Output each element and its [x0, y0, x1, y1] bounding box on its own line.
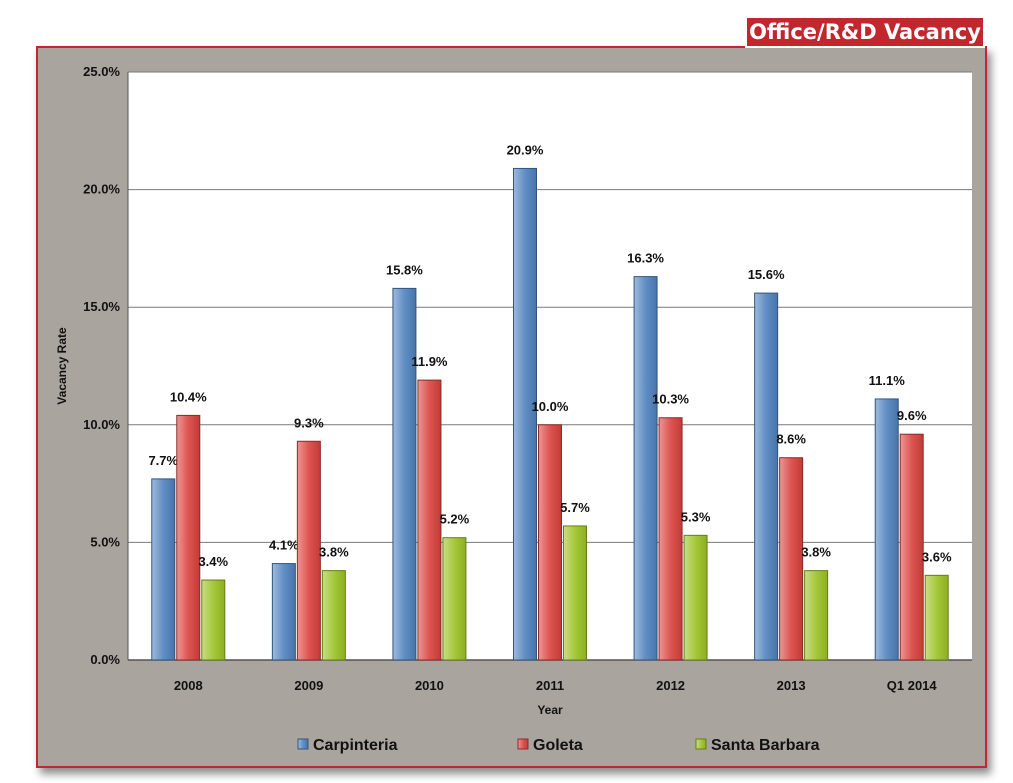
- bar-goleta: [176, 414, 201, 661]
- data-label: 11.1%: [869, 373, 906, 388]
- data-label: 3.4%: [198, 554, 228, 569]
- data-label: 3.8%: [319, 545, 349, 560]
- x-tick-label: 2013: [777, 678, 806, 693]
- data-label: 5.7%: [560, 500, 590, 515]
- legend-swatch: [695, 738, 707, 750]
- x-tick-label: 2010: [415, 678, 444, 693]
- x-axis-title: Year: [537, 703, 563, 717]
- data-label: 5.3%: [681, 509, 711, 524]
- bar-carpinteria: [874, 398, 899, 661]
- legend-label: Carpinteria: [313, 737, 398, 754]
- chart-title-badge: Office/R&D Vacancy: [745, 16, 985, 48]
- data-label: 8.6%: [776, 432, 806, 447]
- bar-carpinteria: [271, 563, 296, 661]
- data-label: 16.3%: [627, 251, 664, 266]
- x-tick-label: 2009: [294, 678, 323, 693]
- data-label: 20.9%: [507, 142, 544, 157]
- data-label: 10.3%: [652, 392, 689, 407]
- bar-santa-barbara: [442, 537, 467, 661]
- data-label: 9.6%: [897, 408, 927, 423]
- bar-carpinteria: [151, 478, 176, 661]
- data-label: 7.7%: [148, 453, 178, 468]
- data-label: 4.1%: [269, 538, 299, 553]
- bar-goleta: [538, 424, 562, 661]
- data-label: 11.9%: [411, 354, 448, 369]
- bar-santa-barbara: [563, 525, 587, 661]
- data-label: 3.6%: [922, 549, 952, 564]
- bar-goleta: [899, 433, 924, 661]
- data-label: 15.6%: [748, 267, 785, 282]
- legend-label: Goleta: [533, 737, 583, 754]
- legend-label: Santa Barbara: [711, 737, 820, 754]
- data-label: 3.8%: [801, 545, 831, 560]
- y-tick-label: 0.0%: [90, 652, 120, 667]
- bar-santa-barbara: [804, 570, 829, 661]
- bar-carpinteria: [513, 167, 537, 661]
- y-tick-label: 25.0%: [83, 64, 120, 79]
- bar-carpinteria: [633, 276, 658, 661]
- x-tick-label: 2011: [536, 678, 564, 693]
- bar-santa-barbara: [321, 570, 346, 661]
- y-axis-title: Vacancy Rate: [55, 327, 69, 405]
- bar-santa-barbara: [201, 579, 226, 661]
- data-label: 15.8%: [386, 262, 423, 277]
- bar-goleta: [296, 440, 321, 661]
- x-tick-label: 2008: [174, 678, 203, 693]
- bar-santa-barbara: [924, 574, 949, 661]
- bar-goleta: [417, 379, 442, 661]
- y-tick-label: 15.0%: [83, 299, 120, 314]
- bar-goleta: [779, 457, 804, 661]
- y-tick-label: 5.0%: [90, 534, 120, 549]
- bar-carpinteria: [392, 287, 417, 661]
- y-tick-label: 20.0%: [83, 182, 120, 197]
- bar-goleta: [658, 417, 683, 661]
- bar-carpinteria: [754, 292, 779, 661]
- data-label: 10.0%: [532, 399, 569, 414]
- legend-swatch: [517, 738, 529, 750]
- x-tick-label: Q1 2014: [887, 678, 938, 693]
- bar-santa-barbara: [683, 534, 708, 661]
- legend-swatch: [297, 738, 309, 750]
- y-tick-label: 10.0%: [83, 417, 120, 432]
- data-label: 9.3%: [294, 415, 324, 430]
- data-label: 10.4%: [170, 389, 207, 404]
- data-label: 5.2%: [440, 512, 470, 527]
- x-tick-label: 2012: [656, 678, 685, 693]
